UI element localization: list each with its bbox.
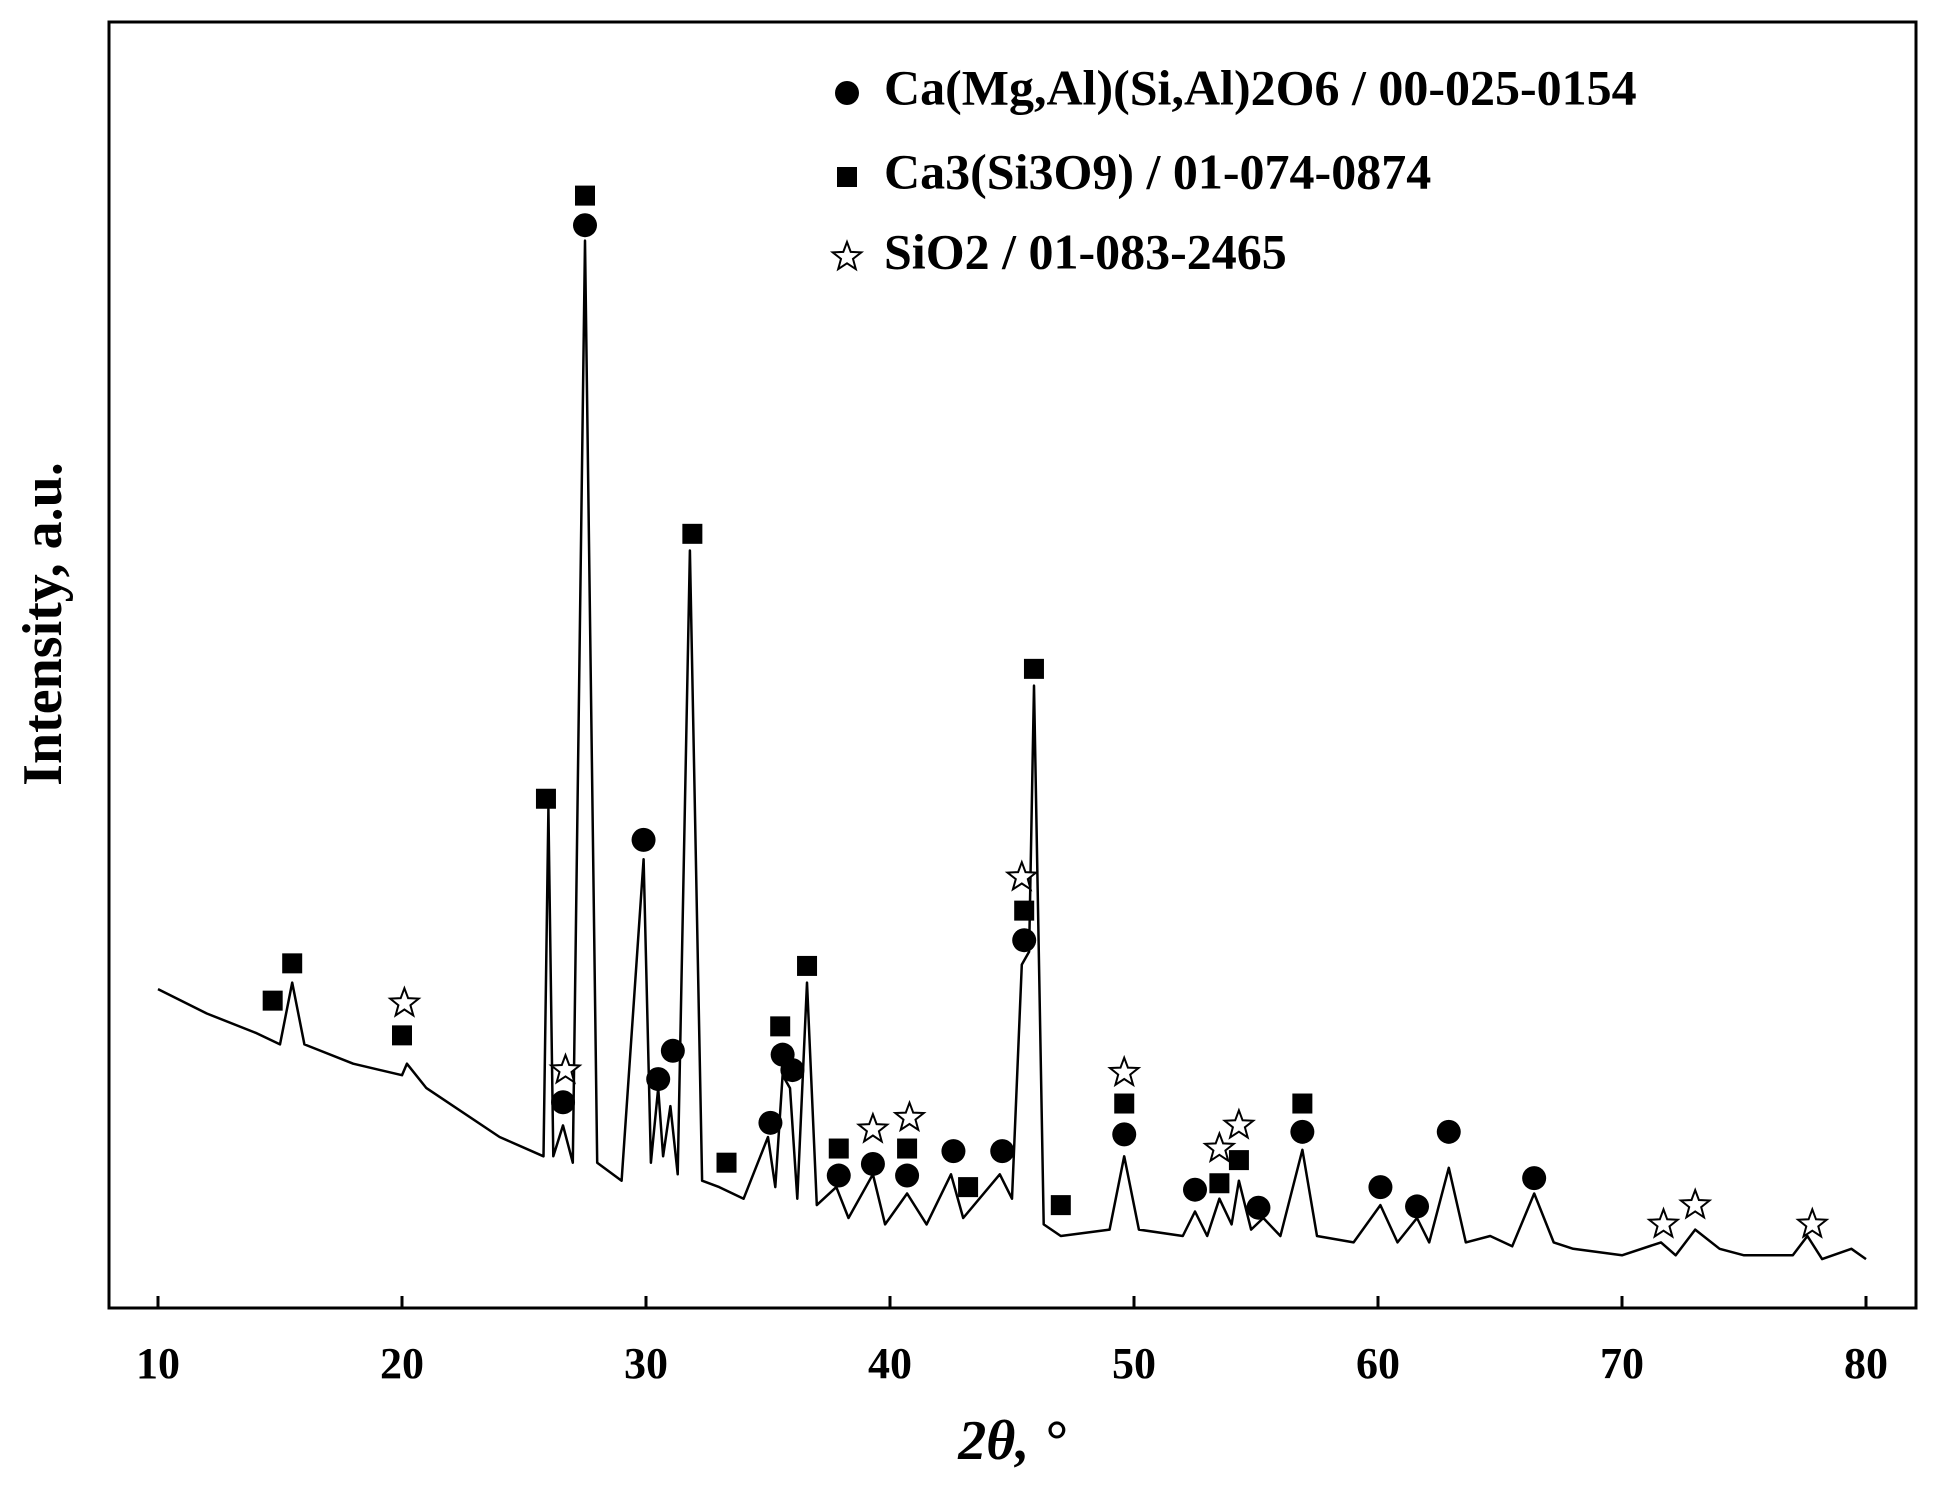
legend-label: Ca3(Si3O9) / 01-074-0874 bbox=[884, 143, 1431, 199]
phase-marker bbox=[631, 827, 656, 852]
legend-symbol bbox=[829, 239, 865, 272]
phase-marker bbox=[1290, 1119, 1315, 1144]
phase-marker bbox=[770, 1016, 791, 1037]
phase-marker bbox=[958, 1177, 979, 1198]
phase-marker bbox=[1405, 1194, 1430, 1219]
xrd-pattern bbox=[157, 239, 1867, 1261]
phase-marker bbox=[1221, 1107, 1256, 1140]
phase-marker bbox=[1436, 1119, 1461, 1144]
legend-label: SiO2 / 01-083-2465 bbox=[884, 223, 1287, 279]
phase-marker bbox=[1004, 859, 1039, 892]
x-axis-label: 2θ, ° bbox=[957, 1410, 1066, 1472]
phase-marker bbox=[716, 1152, 737, 1173]
legend-symbol bbox=[837, 167, 857, 187]
phase-marker bbox=[392, 1025, 412, 1046]
phase-marker bbox=[797, 955, 818, 976]
phase-marker bbox=[860, 1151, 885, 1176]
legend-label: Ca(Mg,Al)(Si,Al)2O6 / 00-025-0154 bbox=[884, 59, 1637, 115]
phase-marker bbox=[660, 1038, 685, 1063]
phase-marker bbox=[682, 523, 703, 544]
phase-marker bbox=[1112, 1122, 1137, 1147]
phase-marker bbox=[1209, 1173, 1230, 1194]
phase-marker bbox=[856, 1111, 890, 1144]
phase-marker bbox=[387, 985, 422, 1018]
x-tick-label: 60 bbox=[1356, 1339, 1400, 1388]
phase-marker bbox=[551, 1090, 576, 1115]
phase-marker bbox=[535, 788, 556, 809]
phase-marker bbox=[826, 1163, 851, 1188]
phase-marker bbox=[780, 1058, 805, 1083]
phase-marker bbox=[1183, 1177, 1207, 1202]
phase-marker bbox=[1646, 1206, 1681, 1239]
phase-marker bbox=[1107, 1054, 1142, 1088]
x-tick-label: 10 bbox=[136, 1339, 180, 1388]
legend-symbol bbox=[835, 81, 859, 105]
phase-marker bbox=[262, 990, 283, 1011]
phase-marker bbox=[1292, 1093, 1313, 1114]
phase-marker bbox=[1678, 1187, 1713, 1220]
phase-marker bbox=[282, 953, 303, 974]
phase-marker bbox=[1522, 1166, 1547, 1191]
phase-marker bbox=[1246, 1195, 1271, 1220]
phase-marker bbox=[828, 1138, 849, 1159]
phase-marker bbox=[575, 185, 595, 206]
x-tick-label: 20 bbox=[380, 1339, 424, 1388]
phase-marker bbox=[1114, 1093, 1135, 1114]
phase-marker bbox=[990, 1139, 1015, 1164]
phase-marker bbox=[573, 213, 597, 238]
phase-marker bbox=[1368, 1175, 1393, 1200]
y-axis-label: Intensity, a.u. bbox=[12, 462, 74, 786]
x-tick-label: 70 bbox=[1600, 1339, 1644, 1388]
phase-marker bbox=[897, 1138, 918, 1159]
phase-marker bbox=[892, 1099, 927, 1133]
phase-marker bbox=[941, 1139, 966, 1164]
phase-marker bbox=[1012, 928, 1037, 953]
phase-marker bbox=[1795, 1206, 1830, 1239]
phase-marker bbox=[895, 1163, 920, 1188]
phase-marker bbox=[548, 1052, 583, 1085]
phase-marker bbox=[758, 1110, 783, 1135]
phase-marker bbox=[1050, 1195, 1071, 1216]
x-tick-label: 40 bbox=[868, 1339, 912, 1388]
phase-marker bbox=[1023, 658, 1044, 679]
phase-marker bbox=[1014, 900, 1035, 921]
x-tick-label: 50 bbox=[1112, 1339, 1156, 1388]
phase-marker bbox=[646, 1067, 671, 1092]
phase-marker bbox=[1202, 1130, 1237, 1164]
x-tick-label: 80 bbox=[1844, 1339, 1888, 1388]
x-tick-label: 30 bbox=[624, 1339, 668, 1388]
plot-frame bbox=[107, 20, 1918, 1310]
phase-marker bbox=[1228, 1150, 1249, 1171]
